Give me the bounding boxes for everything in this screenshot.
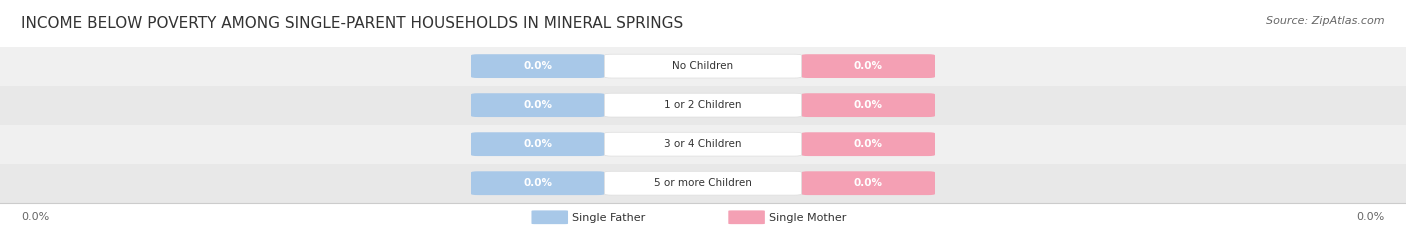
Text: 0.0%: 0.0% [853,61,883,71]
FancyBboxPatch shape [0,125,1406,164]
Text: 3 or 4 Children: 3 or 4 Children [664,139,742,149]
Text: No Children: No Children [672,61,734,71]
FancyBboxPatch shape [605,132,801,156]
Text: 0.0%: 0.0% [21,212,49,222]
FancyBboxPatch shape [0,47,1406,86]
FancyBboxPatch shape [0,86,1406,125]
Text: 0.0%: 0.0% [523,178,553,188]
FancyBboxPatch shape [728,210,765,224]
Text: 0.0%: 0.0% [853,100,883,110]
FancyBboxPatch shape [471,132,605,156]
FancyBboxPatch shape [605,171,801,195]
Text: Single Mother: Single Mother [769,213,846,223]
FancyBboxPatch shape [471,93,605,117]
FancyBboxPatch shape [531,210,568,224]
Text: Source: ZipAtlas.com: Source: ZipAtlas.com [1267,16,1385,26]
Text: 0.0%: 0.0% [853,178,883,188]
Text: INCOME BELOW POVERTY AMONG SINGLE-PARENT HOUSEHOLDS IN MINERAL SPRINGS: INCOME BELOW POVERTY AMONG SINGLE-PARENT… [21,16,683,31]
Text: 0.0%: 0.0% [853,139,883,149]
FancyBboxPatch shape [801,54,935,78]
Text: 0.0%: 0.0% [523,100,553,110]
FancyBboxPatch shape [0,164,1406,203]
Text: 0.0%: 0.0% [1357,212,1385,222]
FancyBboxPatch shape [801,171,935,195]
FancyBboxPatch shape [471,54,605,78]
Text: Single Father: Single Father [572,213,645,223]
Text: 0.0%: 0.0% [523,61,553,71]
FancyBboxPatch shape [605,93,801,117]
FancyBboxPatch shape [801,132,935,156]
FancyBboxPatch shape [471,171,605,195]
FancyBboxPatch shape [605,54,801,78]
Text: 5 or more Children: 5 or more Children [654,178,752,188]
Text: 1 or 2 Children: 1 or 2 Children [664,100,742,110]
Text: 0.0%: 0.0% [523,139,553,149]
FancyBboxPatch shape [801,93,935,117]
